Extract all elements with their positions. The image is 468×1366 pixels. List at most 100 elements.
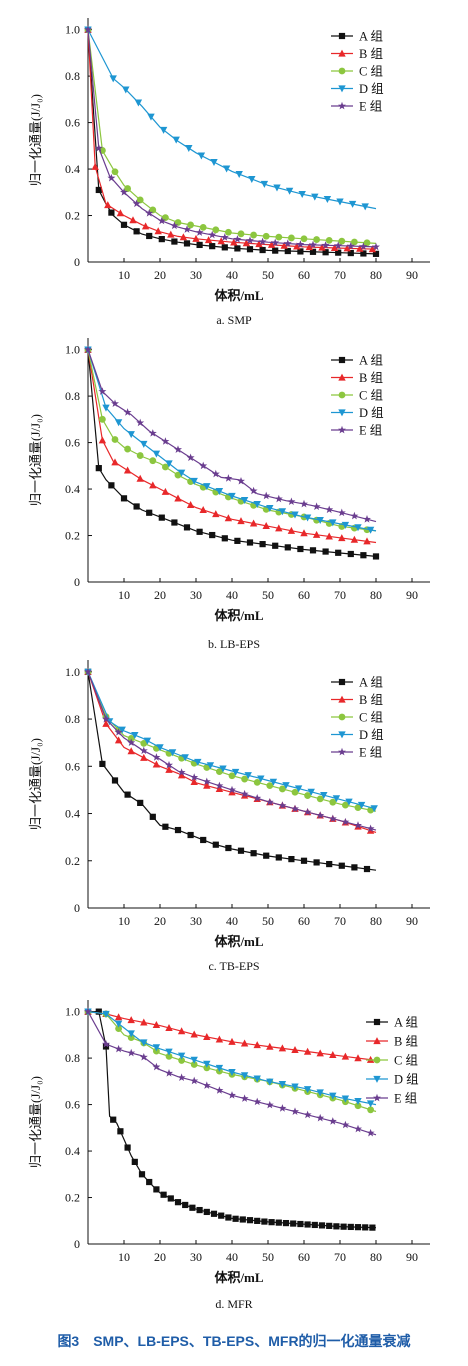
data-point [360, 552, 367, 559]
data-point [141, 222, 150, 230]
data-point [187, 831, 194, 839]
data-point [189, 1204, 196, 1211]
data-point [127, 1034, 135, 1042]
data-point [194, 758, 202, 766]
data-point [239, 1216, 246, 1223]
data-point [291, 511, 299, 519]
x-tick-label: 30 [190, 914, 202, 928]
data-point [347, 249, 354, 257]
data-point [309, 240, 317, 249]
y-tick-label: 0.8 [65, 1051, 80, 1065]
data-point [157, 216, 166, 225]
x-tick-label: 10 [118, 1250, 130, 1264]
data-point [165, 1052, 173, 1060]
data-point [174, 826, 182, 834]
data-point [123, 466, 132, 474]
y-tick-label: 1.0 [65, 665, 80, 679]
data-point [271, 238, 280, 247]
data-point [228, 788, 236, 796]
series-line [87, 1011, 377, 1106]
data-point [98, 436, 107, 444]
series-A组 [84, 668, 377, 873]
y-tick-label: 0.8 [65, 712, 80, 726]
data-point [110, 1116, 117, 1123]
y-tick-label: 0.2 [65, 209, 80, 223]
legend-marker [338, 731, 346, 739]
data-point [127, 1048, 136, 1057]
data-point [228, 785, 236, 794]
data-point [341, 817, 350, 826]
data-point [111, 399, 119, 408]
data-point [143, 737, 152, 745]
data-point [195, 228, 204, 236]
data-point [174, 445, 182, 453]
legend-marker [338, 85, 346, 93]
x-tick-label: 50 [262, 588, 274, 602]
data-point [133, 228, 140, 235]
data-point [313, 236, 320, 243]
legend-marker [338, 67, 346, 75]
data-point [224, 474, 233, 482]
data-point [165, 765, 173, 773]
data-point [114, 419, 123, 427]
data-point [268, 1219, 275, 1226]
x-tick-label: 50 [262, 1250, 274, 1264]
data-point [139, 1052, 148, 1061]
y-axis-label: 归一化通量(J/J₀) [28, 414, 43, 506]
data-point [366, 526, 375, 534]
data-point [140, 440, 148, 448]
x-tick-label: 90 [406, 268, 418, 282]
data-point [108, 482, 115, 489]
data-point [300, 499, 308, 508]
data-point [303, 1047, 312, 1055]
series-B组 [84, 345, 377, 545]
data-point [235, 171, 243, 179]
data-point [120, 495, 128, 502]
data-point [222, 165, 231, 173]
data-point [131, 732, 139, 740]
data-point [370, 805, 378, 813]
series-D组 [84, 668, 378, 813]
data-point [146, 1178, 153, 1186]
data-point [354, 1097, 362, 1105]
legend-marker [338, 49, 346, 57]
data-point [217, 237, 225, 245]
data-point [147, 113, 155, 121]
data-point [111, 458, 119, 466]
data-point [323, 196, 332, 204]
data-point [300, 235, 308, 243]
series-D组 [84, 1008, 377, 1108]
data-point [174, 219, 182, 226]
y-tick-label: 0.6 [65, 1098, 80, 1112]
data-point [127, 747, 135, 755]
data-point [332, 795, 341, 803]
legend-label: A 组 [359, 676, 383, 690]
data-point [354, 804, 362, 812]
data-point [303, 1110, 312, 1119]
data-point [328, 814, 337, 823]
x-axis-label: 体积/mL [214, 934, 263, 949]
legend-label: C 组 [359, 389, 383, 403]
data-point [242, 239, 251, 247]
series-E组 [84, 25, 380, 251]
data-point [139, 746, 148, 755]
data-point [261, 1218, 268, 1225]
x-tick-label: 60 [298, 588, 310, 602]
data-point [311, 193, 319, 201]
data-point [356, 244, 364, 252]
data-point [246, 246, 254, 253]
data-point [272, 542, 279, 549]
data-point [282, 1219, 290, 1227]
data-point [357, 801, 366, 809]
data-point [102, 1010, 110, 1018]
data-point [152, 450, 161, 458]
data-point [279, 785, 286, 793]
data-point [197, 152, 206, 160]
data-point [182, 1201, 189, 1209]
series-A组 [84, 1008, 377, 1231]
data-point [228, 772, 236, 780]
data-point [330, 243, 339, 251]
data-point [329, 1092, 337, 1100]
series-E组 [84, 667, 377, 833]
